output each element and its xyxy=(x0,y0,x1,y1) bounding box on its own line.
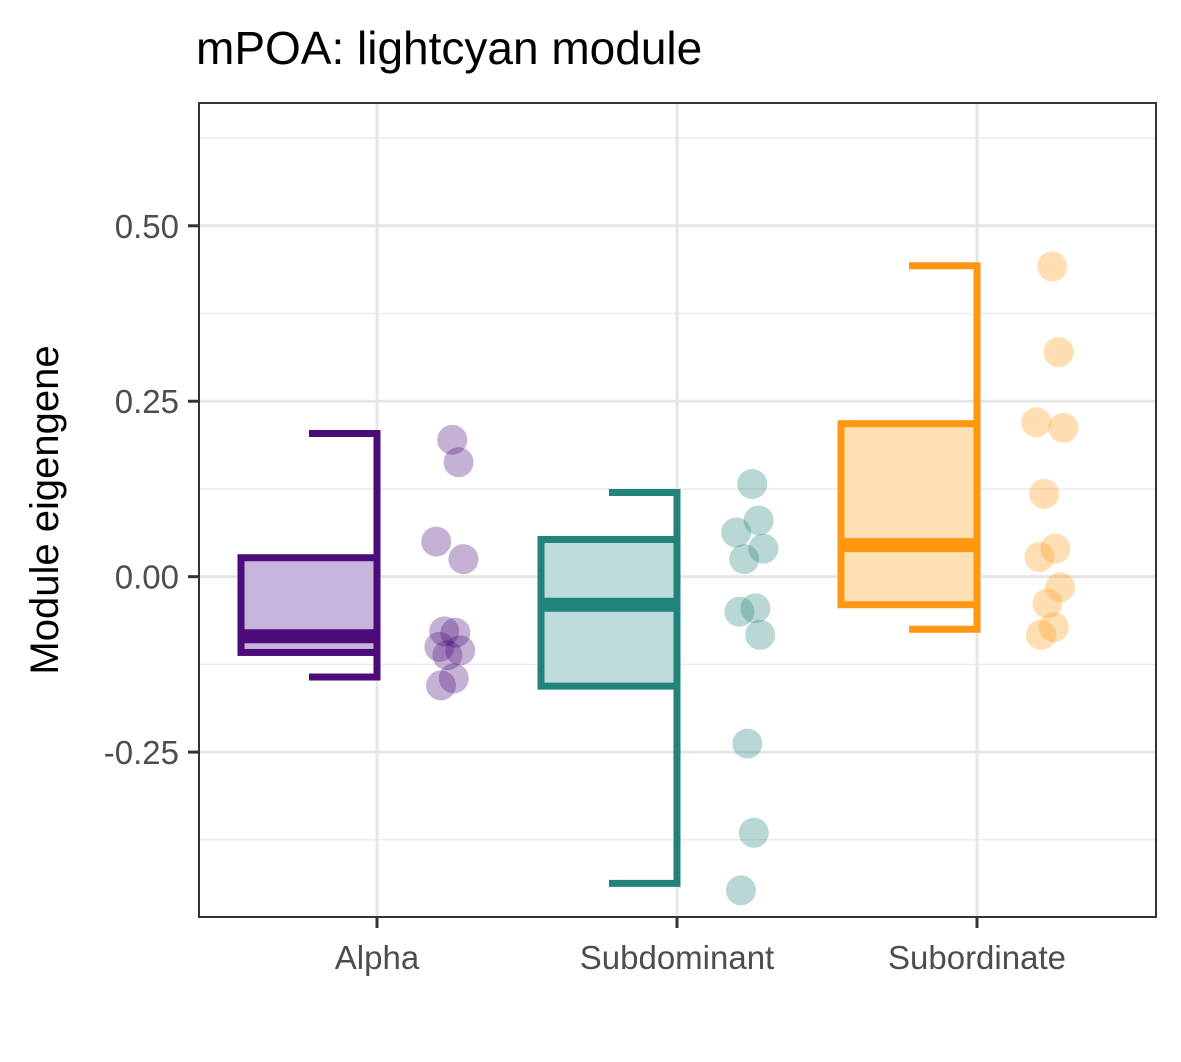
data-point xyxy=(429,616,460,647)
data-point xyxy=(437,424,468,455)
x-tick-label: Subordinate xyxy=(888,939,1066,976)
data-point xyxy=(745,619,776,650)
data-point xyxy=(1040,533,1071,564)
plot-area: -0.25 0.00 0.25 0.50 Alpha Subdominant Subordi… xyxy=(104,102,1157,976)
chart-title: mPOA: lightcyan module xyxy=(196,22,702,74)
data-point xyxy=(721,517,752,548)
data-point xyxy=(448,544,479,575)
data-point xyxy=(445,635,476,666)
data-point xyxy=(724,596,755,627)
data-point xyxy=(743,505,774,536)
y-tick-label: 0.50 xyxy=(115,208,179,245)
data-point xyxy=(1038,612,1069,643)
box-subdominant xyxy=(537,535,681,690)
x-tick-label: Alpha xyxy=(335,939,420,976)
data-point xyxy=(432,640,463,671)
data-point xyxy=(729,544,760,575)
data-point xyxy=(732,728,763,759)
data-point xyxy=(740,593,771,624)
data-point xyxy=(726,875,756,906)
data-point xyxy=(737,469,768,500)
data-point xyxy=(1037,251,1068,282)
box-subordinate xyxy=(837,420,981,609)
data-point xyxy=(1021,407,1052,438)
data-point xyxy=(1032,588,1063,619)
y-axis-title: Module eigengene xyxy=(23,345,67,674)
data-point xyxy=(748,533,779,564)
data-point xyxy=(443,447,474,478)
data-point xyxy=(421,526,452,557)
y-tick-label: 0.25 xyxy=(115,383,179,420)
x-tick-label: Subdominant xyxy=(580,939,774,976)
data-point xyxy=(440,617,471,648)
data-point xyxy=(1048,412,1079,443)
data-point xyxy=(438,663,469,694)
y-tick-label: 0.00 xyxy=(115,559,179,596)
y-tick-label: -0.25 xyxy=(104,734,179,771)
data-point xyxy=(1029,478,1060,509)
data-point xyxy=(1043,337,1074,368)
data-point xyxy=(1045,572,1076,603)
data-point xyxy=(1024,542,1055,573)
data-point xyxy=(738,817,769,848)
data-point xyxy=(424,631,455,662)
data-point xyxy=(426,670,456,701)
data-point xyxy=(1026,619,1056,650)
